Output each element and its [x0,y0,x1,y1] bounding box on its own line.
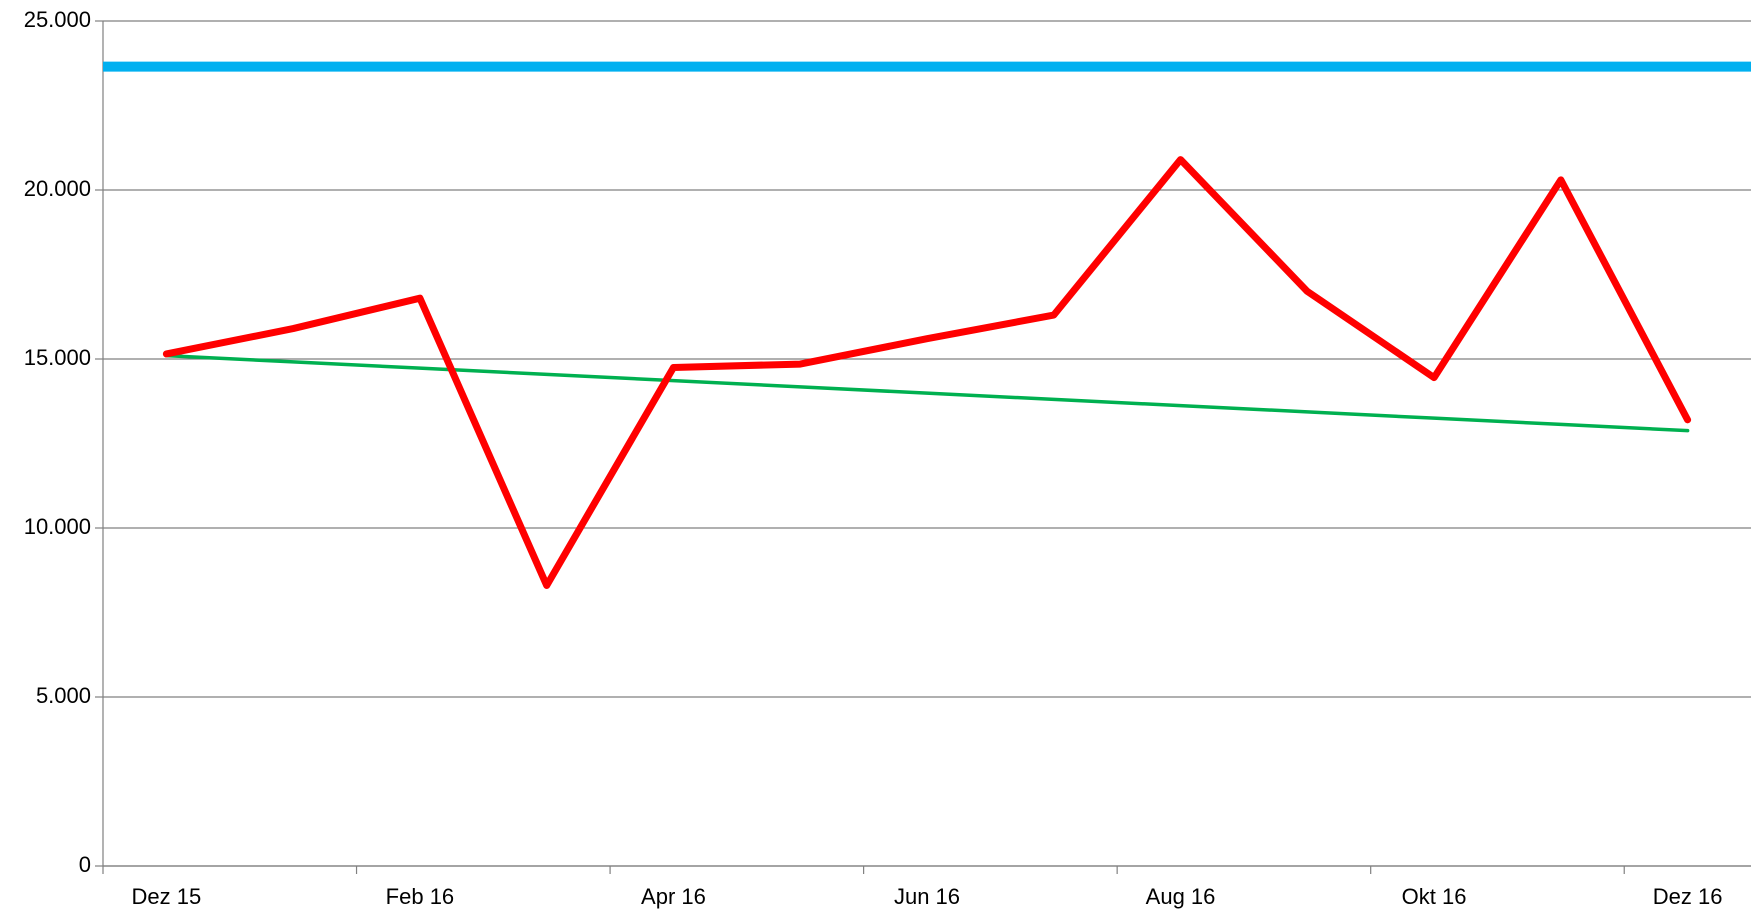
x-tick-label: Aug 16 [1146,884,1216,909]
y-tick-label: 0 [79,852,91,877]
y-tick-label: 25.000 [24,7,91,32]
y-tick-label: 10.000 [24,514,91,539]
x-tick-label: Jun 16 [894,884,960,909]
data-line [164,353,1690,433]
x-tick-label: Okt 16 [1402,884,1467,909]
y-tick-label: 15.000 [24,345,91,370]
x-tick-label: Feb 16 [386,884,455,909]
x-tick-label: Dez 15 [132,884,202,909]
data-line [162,156,1692,589]
x-tick-label: Apr 16 [641,884,706,909]
y-tick-label: 20.000 [24,176,91,201]
x-tick-label: Dez 16 [1653,884,1723,909]
y-tick-label: 5.000 [36,683,91,708]
